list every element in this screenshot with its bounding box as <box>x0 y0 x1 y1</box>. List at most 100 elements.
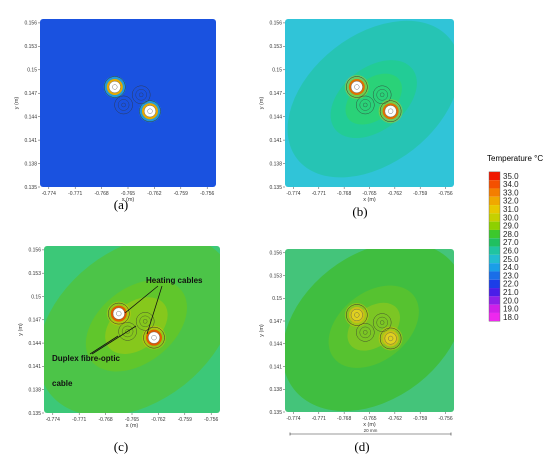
legend-swatch <box>489 205 500 214</box>
y-axis-label: y (m) <box>259 324 265 337</box>
legend-title: Temperature °C <box>487 154 543 163</box>
plot-area <box>285 249 454 412</box>
x-tick-label: -0.765 <box>362 416 376 422</box>
panel-label: (a) <box>114 197 128 212</box>
fibre-optic-cable-inner <box>376 89 388 101</box>
x-tick-label: -0.762 <box>151 417 165 423</box>
legend-value: 22.0 <box>503 280 519 289</box>
panel-label: (d) <box>354 439 369 454</box>
heating-cable-outline <box>346 304 368 326</box>
legend-value: 20.0 <box>503 296 519 305</box>
legend-value: 28.0 <box>503 230 519 239</box>
annotation-heating-cables: Heating cables <box>146 276 203 285</box>
x-tick-label: -0.771 <box>68 191 82 197</box>
y-tick-label: 0.15 <box>272 68 282 74</box>
fibre-core <box>125 329 130 334</box>
x-tick-label: -0.756 <box>200 191 214 197</box>
legend-value: 30.0 <box>503 213 519 222</box>
y-tick-label: 0.135 <box>269 410 282 416</box>
annotation-fibre-optic: Duplex fibre-optic <box>52 354 121 363</box>
legend-value: 19.0 <box>503 305 519 314</box>
panel-label: (c) <box>114 439 128 454</box>
y-tick-label: 0.147 <box>28 318 41 324</box>
x-tick-label: -0.759 <box>413 191 427 197</box>
y-tick-label: 0.141 <box>28 364 41 370</box>
fibre-core <box>379 320 385 325</box>
fibre-optic-cable-outline <box>372 313 392 332</box>
heating-cable-core <box>112 307 125 320</box>
x-tick-label: -0.762 <box>388 416 402 422</box>
heating-cable-conductor <box>388 108 394 114</box>
y-tick-label: 0.141 <box>24 138 37 144</box>
legend-value: 21.0 <box>503 288 519 297</box>
legend-swatch <box>489 288 500 297</box>
heating-cable-outline <box>139 100 161 122</box>
y-axis-label: y (m) <box>259 97 265 110</box>
annotation-arrow <box>89 335 119 355</box>
y-tick-label: 0.15 <box>27 68 37 74</box>
legend-value: 29.0 <box>503 222 519 231</box>
x-tick-label: -0.768 <box>95 191 109 197</box>
legend-swatch <box>489 221 500 230</box>
plot-area <box>285 19 454 187</box>
y-tick-label: 0.144 <box>28 341 41 347</box>
y-axis-label: y (m) <box>18 323 24 336</box>
x-tick-label: -0.768 <box>337 191 351 197</box>
x-tick-label: -0.756 <box>438 191 452 197</box>
y-tick-label: 0.156 <box>28 248 41 254</box>
y-tick-label: 0.138 <box>269 161 282 167</box>
x-tick-label: -0.771 <box>312 191 326 197</box>
fibre-optic-cable-outline <box>131 85 151 105</box>
y-tick-label: 0.153 <box>269 273 282 279</box>
x-axis-label: x (m) <box>363 197 376 203</box>
panel-d: -0.774 -0.771 -0.768 -0.765 -0.762 -0.759 -0.7… <box>259 249 454 454</box>
x-tick-label: -0.774 <box>46 417 60 423</box>
heating-cable-conductor <box>151 335 157 341</box>
y-tick-label: 0.15 <box>31 294 41 300</box>
fibre-core <box>121 102 126 108</box>
x-tick-label: -0.759 <box>413 416 427 422</box>
x-tick-label: -0.765 <box>125 417 139 423</box>
legend-border <box>488 171 501 322</box>
y-tick-label: 0.138 <box>28 387 41 393</box>
legend-value: 26.0 <box>503 247 519 256</box>
x-tick-label: -0.756 <box>438 416 452 422</box>
fibre-core <box>379 92 385 97</box>
fibre-optic-cable-inner <box>135 89 147 101</box>
fibre-optic-cable-inner <box>121 325 134 338</box>
fibre-optic-cable-inner <box>376 316 388 329</box>
x-tick-label: -0.771 <box>72 417 86 423</box>
annotation-arrow <box>91 325 137 355</box>
panel-a: -0.774 -0.771 -0.768 -0.765 -0.762 -0.759 -0.7… <box>14 19 216 212</box>
legend-swatch <box>489 296 500 305</box>
heating-cable-outline <box>108 302 130 325</box>
fibre-optic-cable-outline <box>114 95 133 115</box>
legend-swatch <box>489 263 500 272</box>
background-field <box>40 19 216 187</box>
fibre-core <box>363 330 368 335</box>
y-tick-label: 0.144 <box>269 342 282 348</box>
x-tick-label: -0.774 <box>286 416 300 422</box>
panel-c: -0.774 -0.771 -0.768 -0.765 -0.762 -0.759 -0.7… <box>18 246 220 454</box>
heating-cable-conductor <box>354 312 360 318</box>
legend-swatch <box>489 254 500 264</box>
x-tick-label: -0.762 <box>388 191 402 197</box>
y-axis-label: y (m) <box>14 97 20 110</box>
x-tick-label: -0.756 <box>204 417 218 423</box>
legend-value: 34.0 <box>503 180 519 189</box>
x-tick-label: -0.774 <box>286 191 300 197</box>
heating-cable-conductor <box>116 310 122 317</box>
y-tick-label: 0.156 <box>269 251 282 257</box>
legend-swatch <box>489 312 500 322</box>
y-tick-label: 0.141 <box>269 138 282 144</box>
fibre-optic-cable-outline <box>356 95 375 115</box>
fibre-core <box>363 102 368 108</box>
scale-bar-label: 20 mm <box>364 428 378 433</box>
legend-value: 18.0 <box>503 313 519 322</box>
x-tick-label: -0.765 <box>362 191 376 197</box>
heating-cable-outline <box>104 76 126 98</box>
y-tick-label: 0.141 <box>269 364 282 370</box>
legend-swatch <box>489 279 500 289</box>
heating-cable-outline <box>143 326 165 349</box>
